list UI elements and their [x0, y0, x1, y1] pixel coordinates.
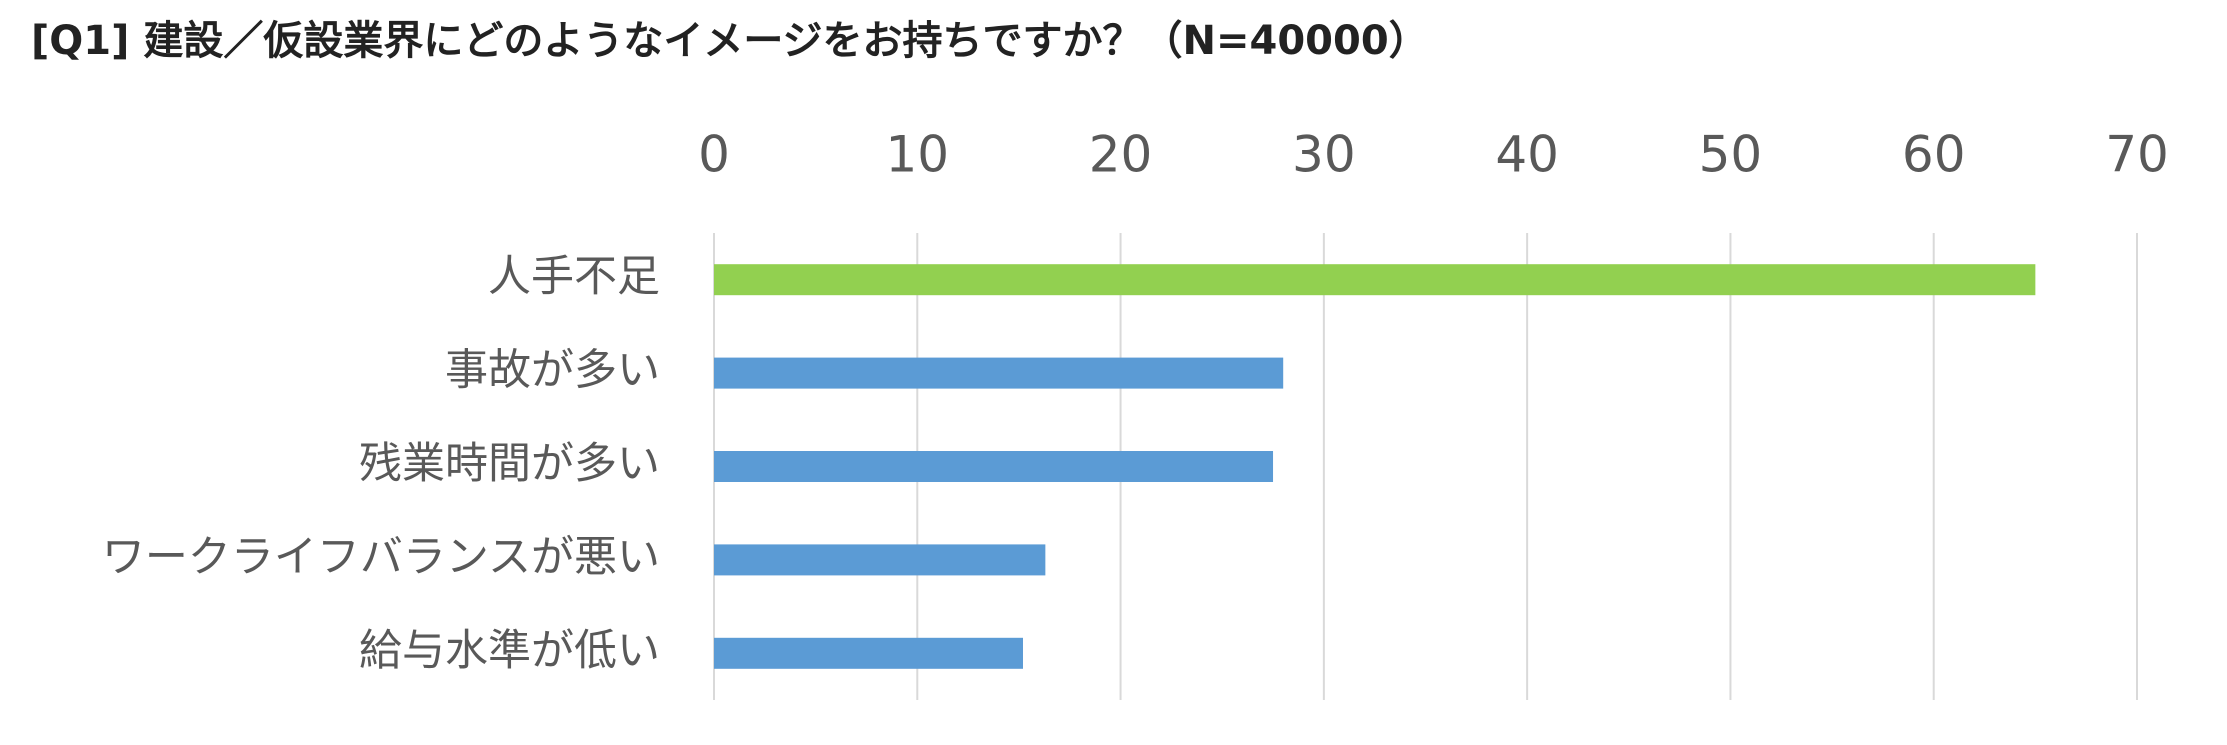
bar	[714, 357, 1284, 389]
bar	[714, 451, 1274, 482]
x-tick-label: 60	[1902, 126, 1966, 184]
x-tick-label: 50	[1699, 126, 1763, 184]
chart-title: [Q1] 建設／仮設業界にどのようなイメージをお持ちですか？（N=40000）	[31, 18, 1429, 64]
x-tick-label: 70	[2105, 126, 2169, 184]
y-tick-label: 残業時間が多い	[359, 439, 660, 489]
x-tick-label: 40	[1495, 126, 1559, 184]
bar	[714, 544, 1046, 576]
x-tick-label: 20	[1089, 126, 1153, 184]
y-tick-label: ワークライフバランスが悪い	[102, 532, 660, 582]
x-tick-label: 0	[698, 126, 730, 184]
y-tick-label: 給与水準が低い	[359, 626, 660, 676]
y-tick-label: 事故が多い	[445, 346, 660, 396]
y-tick-label: 人手不足	[488, 252, 660, 302]
bar	[714, 264, 2036, 296]
x-tick-label: 30	[1292, 126, 1356, 184]
x-tick-label: 10	[885, 126, 949, 184]
bar	[714, 637, 1023, 669]
